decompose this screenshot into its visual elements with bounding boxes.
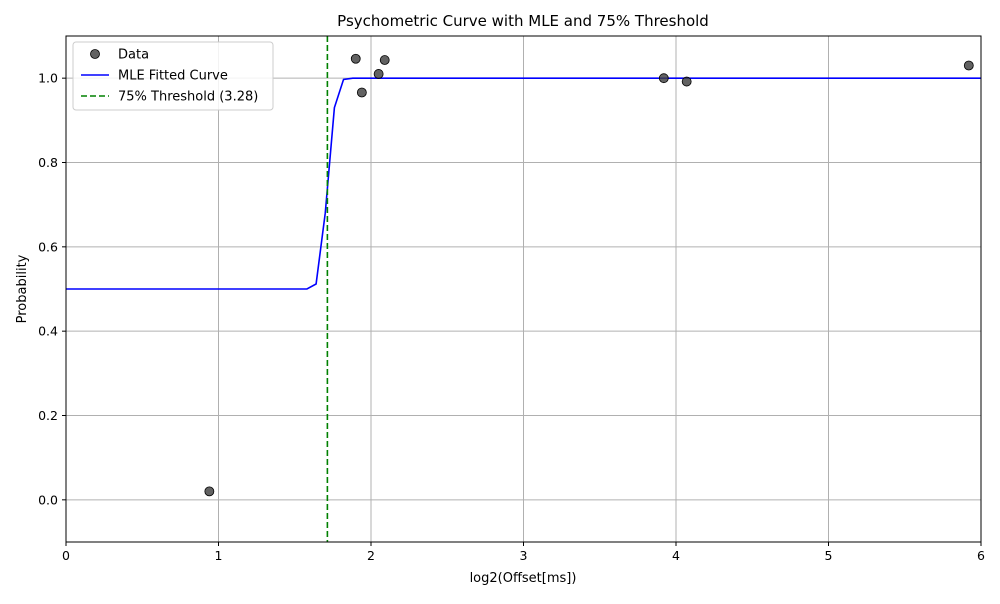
y-axis-title: Probability <box>15 254 30 323</box>
x-tick-label: 2 <box>367 548 375 563</box>
data-point <box>373 69 384 79</box>
y-tick-label: 0.0 <box>38 492 58 507</box>
legend-box <box>72 41 274 111</box>
y-tick-label: 1.0 <box>38 71 58 86</box>
x-tick-label: 0 <box>62 548 70 563</box>
data-point <box>356 87 367 98</box>
x-tick-label: 1 <box>215 548 223 563</box>
data-point <box>658 73 669 84</box>
legend-label: Data <box>118 48 149 63</box>
legend-label: 75% Threshold (3.28) <box>118 90 258 105</box>
tick-layer: 0 1 2 3 4 5 6 0.0 0.2 0.4 0.6 0.8 1.0 <box>38 71 985 563</box>
mle-fitted-curve-line <box>66 77 981 290</box>
x-tick-label: 5 <box>825 548 833 563</box>
x-tick-label: 4 <box>672 548 680 563</box>
data-point <box>350 53 361 64</box>
data-point <box>963 60 974 71</box>
data-point <box>204 486 215 497</box>
x-axis-title: log2(Offset[ms]) <box>470 571 577 586</box>
y-tick-label: 0.8 <box>38 155 58 170</box>
series-layer <box>66 36 981 542</box>
x-tick-label: 6 <box>977 548 985 563</box>
x-tick-label: 3 <box>520 548 528 563</box>
legend-label: MLE Fitted Curve <box>118 69 228 84</box>
chart-title: Psychometric Curve with MLE and 75% Thre… <box>337 12 709 30</box>
y-tick-label: 0.4 <box>38 324 58 339</box>
legend-marker-data <box>90 49 100 59</box>
y-tick-label: 0.6 <box>38 239 58 254</box>
y-tick-label: 0.2 <box>38 408 58 423</box>
data-point <box>379 55 390 65</box>
data-point <box>681 76 692 87</box>
legend: Data MLE Fitted Curve 75% Threshold (3.28) <box>72 41 274 111</box>
